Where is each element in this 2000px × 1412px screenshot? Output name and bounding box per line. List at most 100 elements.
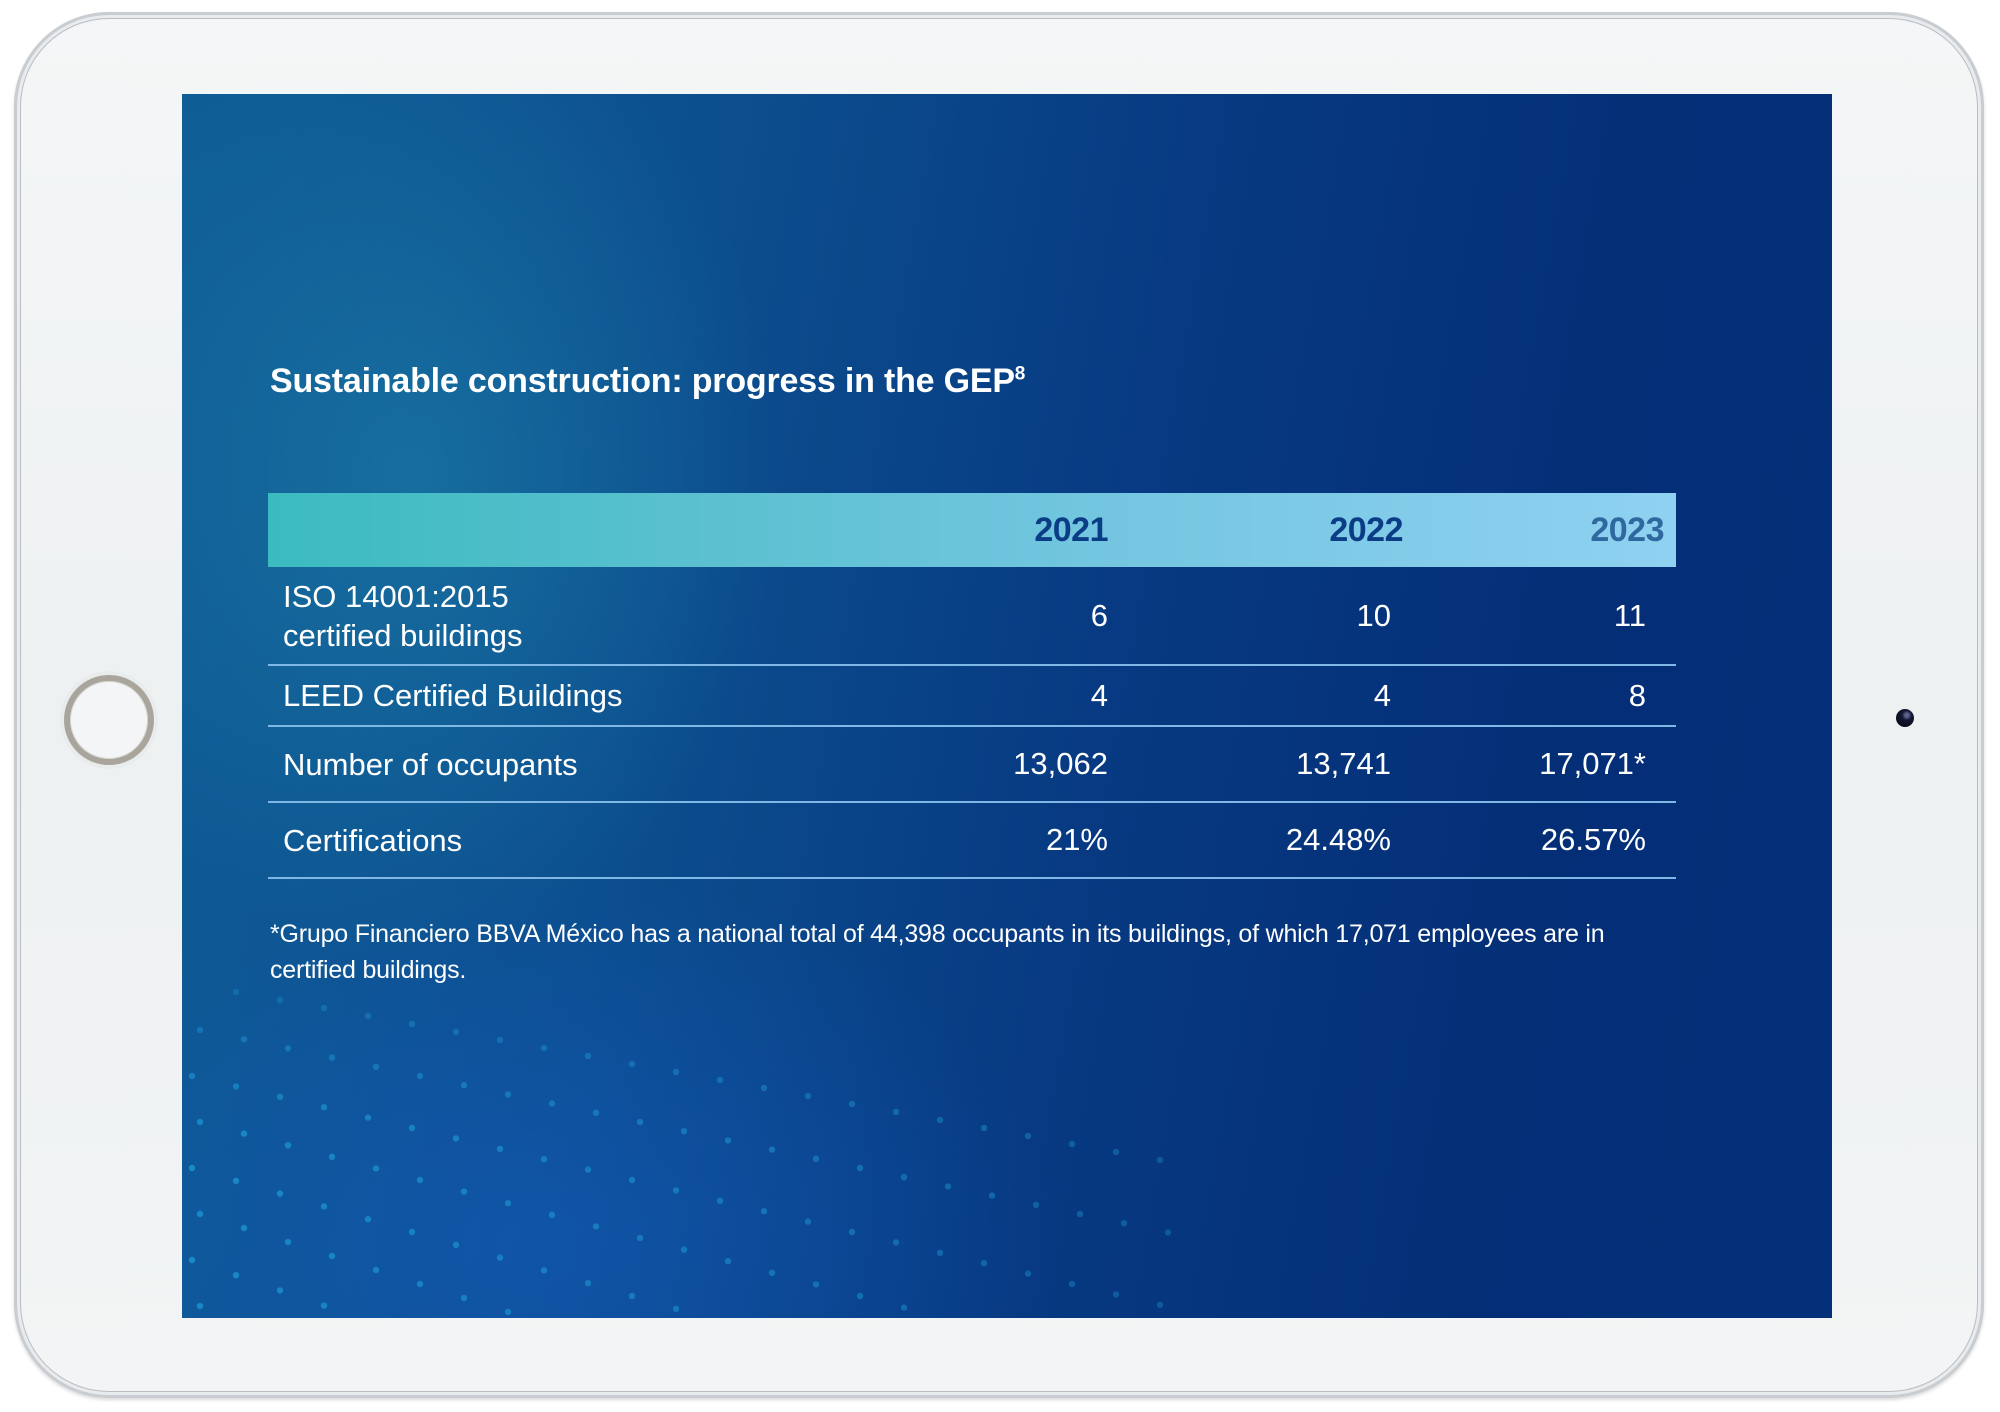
decoration-dot xyxy=(804,1092,812,1100)
decoration-dot xyxy=(900,1304,908,1311)
decoration-dot xyxy=(408,1124,416,1132)
cell-2022: 10 xyxy=(1108,567,1417,666)
decoration-dot xyxy=(584,1052,592,1060)
decoration-dot xyxy=(196,1210,204,1218)
page-title: Sustainable construction: progress in th… xyxy=(270,362,1025,401)
table-row: ISO 14001:2015 certified buildings 6 10 … xyxy=(268,567,1676,666)
decoration-dot xyxy=(240,1130,248,1137)
decoration-dot xyxy=(856,1292,864,1300)
decoration-dot xyxy=(716,1076,724,1084)
decoration-dot xyxy=(1068,1140,1076,1148)
decoration-dot xyxy=(320,1104,328,1111)
decoration-dot xyxy=(276,1287,284,1294)
screen: Sustainable construction: progress in th… xyxy=(182,94,1832,1318)
decoration-dot xyxy=(1076,1210,1084,1218)
column-header-2021: 2021 xyxy=(1034,510,1108,549)
decoration-dot xyxy=(1112,1291,1120,1298)
decoration-dot xyxy=(584,1280,592,1287)
table-footnote: *Grupo Financiero BBVA México has a nati… xyxy=(270,920,1605,984)
decoration-dot xyxy=(416,1176,424,1184)
decoration-dot xyxy=(1024,1132,1032,1140)
decoration-dot xyxy=(540,1267,548,1274)
decoration-dot xyxy=(320,1302,328,1309)
decoration-dot xyxy=(364,1216,372,1223)
decoration-dot xyxy=(496,1254,504,1261)
decoration-dot xyxy=(188,1164,196,1172)
cell-2023: 11 xyxy=(1417,567,1676,666)
decoration-dot xyxy=(680,1128,688,1135)
decoration-dot xyxy=(1120,1220,1128,1227)
decoration-dot xyxy=(892,1108,900,1116)
decoration-dot xyxy=(768,1269,776,1277)
decoration-dot xyxy=(188,1256,196,1264)
row-label-occupants: Number of occupants xyxy=(268,726,808,803)
decoration-dot xyxy=(328,1153,336,1161)
decoration-dot xyxy=(724,1137,732,1144)
decoration-dot xyxy=(584,1166,592,1173)
decoration-dot xyxy=(936,1116,944,1124)
decoration-dot xyxy=(460,1294,468,1302)
home-button-icon[interactable] xyxy=(64,675,154,765)
dot-pattern-decoration xyxy=(188,988,1172,1316)
title-footnote-marker: 8 xyxy=(1014,363,1026,385)
decoration-dot xyxy=(812,1281,820,1288)
decoration-dot xyxy=(232,1177,240,1185)
cell-2023: 26.57% xyxy=(1417,802,1676,879)
decoration-dot xyxy=(1024,1270,1032,1277)
decoration-dot xyxy=(628,1292,636,1300)
decoration-dot xyxy=(364,1114,372,1121)
decoration-dot xyxy=(856,1164,864,1172)
decoration-dot xyxy=(1068,1280,1076,1288)
decoration-dot xyxy=(636,1234,644,1242)
decoration-dot xyxy=(548,1100,556,1107)
decoration-dot xyxy=(408,1228,416,1236)
decoration-dot xyxy=(944,1183,952,1190)
decoration-dot xyxy=(460,1188,468,1195)
table-row: Certifications 21% 24.48% 26.57% xyxy=(268,802,1676,879)
decoration-dot xyxy=(320,1004,328,1012)
decoration-dot xyxy=(240,1036,248,1043)
decoration-dot xyxy=(980,1124,988,1132)
decoration-dot xyxy=(372,1063,380,1070)
cell-2021: 13,062 xyxy=(808,726,1108,803)
decoration-dot xyxy=(892,1239,900,1246)
decoration-dot xyxy=(812,1155,820,1163)
decoration-dot xyxy=(1112,1148,1120,1156)
decoration-dot xyxy=(1156,1301,1164,1309)
decoration-dot xyxy=(416,1280,424,1288)
camera-icon xyxy=(1896,709,1914,727)
decoration-dot xyxy=(760,1084,768,1092)
column-header-2023: 2023 xyxy=(1590,510,1664,549)
decoration-dot xyxy=(496,1036,504,1044)
decoration-dot xyxy=(592,1109,600,1116)
row-label-leed: LEED Certified Buildings xyxy=(268,665,808,727)
decoration-dot xyxy=(240,1224,248,1232)
decoration-dot xyxy=(848,1100,856,1108)
decoration-dot xyxy=(504,1200,512,1207)
cell-2021: 6 xyxy=(808,567,1108,666)
decoration-dot xyxy=(760,1208,768,1215)
decoration-dot xyxy=(276,996,284,1004)
decoration-dot xyxy=(1032,1201,1040,1209)
decoration-dot xyxy=(196,1026,204,1034)
decoration-dot xyxy=(328,1054,336,1061)
decoration-dot xyxy=(1156,1156,1164,1164)
decoration-dot xyxy=(1164,1229,1172,1236)
decoration-dot xyxy=(372,1266,380,1274)
cell-2021: 21% xyxy=(808,802,1108,879)
decoration-dot xyxy=(988,1192,996,1199)
decoration-dot xyxy=(592,1223,600,1230)
cell-2022: 13,741 xyxy=(1108,726,1417,803)
decoration-dot xyxy=(408,1020,416,1028)
decoration-dot xyxy=(276,1093,284,1100)
decoration-dot xyxy=(416,1072,424,1080)
decoration-dot xyxy=(504,1308,512,1316)
cell-2022: 4 xyxy=(1108,665,1417,727)
decoration-dot xyxy=(716,1197,724,1205)
decoration-dot xyxy=(452,1135,460,1142)
decoration-dot xyxy=(848,1228,856,1236)
decoration-dot xyxy=(804,1218,812,1225)
decoration-dot xyxy=(628,1176,636,1184)
decoration-dot xyxy=(284,1142,292,1149)
decoration-dot xyxy=(452,1241,460,1249)
